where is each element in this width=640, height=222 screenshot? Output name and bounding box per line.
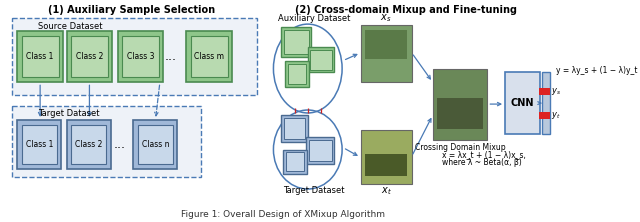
Bar [310,50,332,69]
Bar [308,140,332,161]
Bar [306,137,334,164]
Text: $y_t$: $y_t$ [551,110,561,121]
Bar [71,125,106,164]
Bar [360,130,412,184]
Bar [134,120,177,169]
Bar [12,106,201,177]
Bar [122,36,159,77]
Bar [360,25,412,82]
Bar [287,63,306,84]
Text: Target Dataset: Target Dataset [38,109,100,119]
Bar [12,18,257,95]
Bar [542,73,550,134]
Text: Class 2: Class 2 [75,140,102,149]
Text: Class 1: Class 1 [26,140,53,149]
Text: $x_s$: $x_s$ [380,12,392,24]
Bar [71,36,108,77]
Text: x = λx_t + (1 − λ)x_s,: x = λx_t + (1 − λ)x_s, [442,150,525,159]
Bar [437,98,483,129]
Bar [138,125,173,164]
Bar [118,31,163,82]
Bar [22,36,59,77]
Bar [282,27,311,57]
Text: y = λy_s + (1 − λ)y_t: y = λy_s + (1 − λ)y_t [556,66,637,75]
Bar [186,31,232,82]
Bar [308,47,334,73]
Text: where λ ~ Beta(α, β): where λ ~ Beta(α, β) [442,158,522,167]
Text: Class n: Class n [141,140,169,149]
Bar [365,155,407,176]
Text: Class 3: Class 3 [127,52,154,61]
Bar [286,153,304,171]
Bar [285,61,308,87]
Bar [67,31,113,82]
Bar [365,30,407,59]
Bar [283,149,307,174]
Text: ...: ... [113,138,125,151]
Text: Figure 1: Overall Design of XMixup Algorithm: Figure 1: Overall Design of XMixup Algor… [181,210,385,219]
Bar [284,30,308,54]
Text: (1) Auxiliary Sample Selection: (1) Auxiliary Sample Selection [48,5,215,15]
Text: Target Dataset: Target Dataset [283,186,345,196]
Text: Crossing Domain Mixup: Crossing Domain Mixup [415,143,506,152]
Text: Class 1: Class 1 [26,52,54,61]
Bar [67,120,111,169]
Text: (2) Cross-domain Mixup and Fine-tuning: (2) Cross-domain Mixup and Fine-tuning [296,5,517,15]
Text: Class m: Class m [194,52,224,61]
Bar [284,118,305,139]
Bar [540,88,550,95]
Bar [433,69,488,140]
Bar [540,112,550,119]
Bar [282,115,308,142]
Text: CNN: CNN [511,98,534,108]
Text: ...: ... [164,50,177,63]
Text: Auxiliary Dataset: Auxiliary Dataset [278,14,350,23]
Text: Class 2: Class 2 [76,52,103,61]
Bar [17,120,61,169]
Bar [191,36,228,77]
Text: $x_t$: $x_t$ [381,185,392,197]
Bar [22,125,57,164]
Bar [505,73,540,134]
Text: $y_s$: $y_s$ [551,86,561,97]
Bar [17,31,63,82]
Text: Source Dataset: Source Dataset [38,22,103,31]
